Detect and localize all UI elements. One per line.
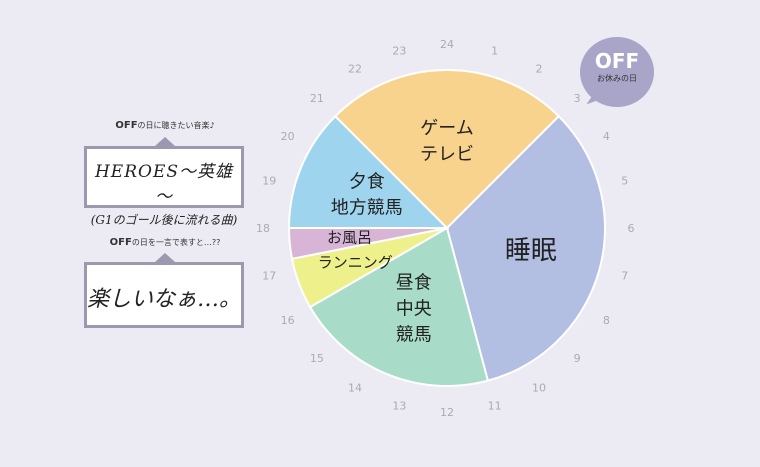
badge-title: OFF [594, 49, 640, 73]
pie-slice [333, 69, 561, 230]
pointer-triangle [155, 253, 175, 262]
hour-tick-label: 24 [440, 38, 454, 51]
hour-tick-label: 22 [348, 63, 362, 76]
hour-tick-label: 7 [621, 270, 628, 283]
pie-slice [308, 226, 490, 387]
hour-tick-label: 6 [628, 222, 635, 235]
music-answer-line: (G1のゴール後に流れる曲) [90, 213, 238, 227]
slice-label: テレビ [420, 144, 474, 165]
hour-tick-label: 12 [440, 406, 454, 419]
hour-tick-label: 9 [574, 352, 581, 365]
pie-slice [445, 114, 606, 382]
hour-tick-label: 11 [488, 400, 502, 413]
hour-tick-label: 1 [491, 44, 498, 57]
hour-tick-label: 3 [574, 92, 581, 105]
slice-label: 睡眠 [505, 236, 557, 266]
hour-tick-label: 18 [256, 222, 270, 235]
question-oneword-title: OFFの日を一言で表すと…?? [109, 237, 221, 248]
hour-tick-label: 13 [392, 400, 406, 413]
slice-label: ゲーム [420, 118, 473, 139]
pie-slice [287, 114, 450, 229]
hour-tick-label: 21 [310, 92, 324, 105]
slice-label: 昼食 [396, 272, 432, 293]
hour-tick-label: 4 [603, 130, 610, 143]
slice-label: お風呂 [327, 229, 372, 247]
hour-tick-label: 23 [392, 44, 406, 57]
hour-tick-label: 14 [348, 381, 362, 394]
hour-tick-label: 20 [281, 130, 295, 143]
slice-label: 中央 [396, 298, 432, 319]
hour-tick-label: 17 [262, 270, 276, 283]
slice-label: ランニング [318, 254, 393, 272]
oneword-answer-box: 楽しいなぁ…。 [84, 262, 244, 328]
music-answer-line: HEROES～英雄～ [94, 162, 234, 207]
hour-tick-label: 5 [621, 174, 628, 187]
badge-subtitle: お休みの日 [597, 74, 637, 83]
hour-tick-label: 19 [262, 174, 276, 187]
pointer-triangle [155, 137, 175, 146]
slice-label: 競馬 [396, 324, 432, 345]
off-day-badge: OFF お休みの日 [580, 37, 654, 107]
hour-tick-label: 16 [281, 314, 295, 327]
hour-tick-label: 8 [603, 314, 610, 327]
music-answer-box: HEROES～英雄～ (G1のゴール後に流れる曲) [84, 146, 244, 227]
hour-tick-label: 15 [310, 352, 324, 365]
slice-label: 地方競馬 [331, 198, 403, 219]
hour-tick-label: 2 [536, 63, 543, 76]
question-music-title: OFFの日に聴きたい音楽♪ [115, 120, 215, 131]
slice-label: 夕食 [349, 172, 385, 193]
oneword-answer: 楽しいなぁ…。 [87, 287, 242, 312]
hour-tick-label: 10 [532, 381, 546, 394]
